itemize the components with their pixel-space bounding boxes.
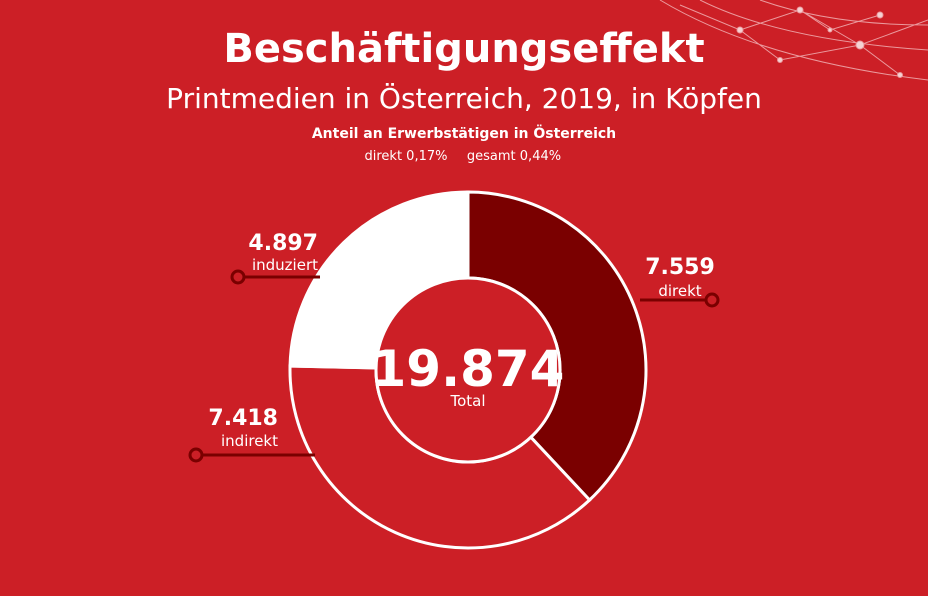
chart-subtitle: Printmedien in Österreich, 2019, in Köpf… [166, 81, 762, 115]
note-title: Anteil an Erwerbstätigen in Österreich [312, 124, 616, 142]
category-label: induziert [252, 256, 318, 274]
value-label: 7.559 [645, 255, 715, 280]
total-caption: Total [449, 392, 485, 410]
category-label: indirekt [221, 432, 278, 450]
note: direkt 0,17% [365, 149, 448, 164]
leader-dot [230, 269, 246, 285]
value-label: 7.418 [208, 406, 278, 431]
value-label: 4.897 [248, 231, 318, 256]
leader-dot [188, 447, 204, 463]
chart-title: Beschäftigungseffekt [223, 26, 704, 72]
decoration-network [659, 0, 928, 81]
category-label: direkt [658, 282, 701, 300]
donut-hole [374, 276, 562, 464]
leader-dot [704, 292, 720, 308]
total-value: 19.874 [372, 340, 565, 398]
note: gesamt 0,44% [467, 149, 561, 164]
